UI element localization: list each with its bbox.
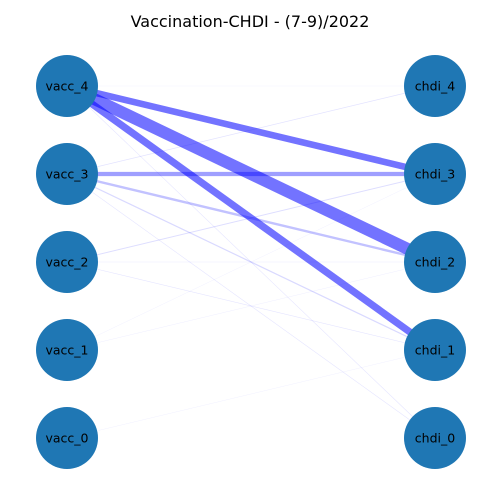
node-label-vacc_3: vacc_3 (45, 167, 88, 182)
node-chdi_1: chdi_1 (404, 319, 466, 381)
node-vacc_0: vacc_0 (36, 407, 98, 469)
node-label-vacc_0: vacc_0 (45, 431, 88, 446)
edges-layer (67, 86, 435, 438)
node-label-chdi_0: chdi_0 (415, 431, 455, 446)
node-vacc_1: vacc_1 (36, 319, 98, 381)
node-chdi_0: chdi_0 (404, 407, 466, 469)
node-vacc_3: vacc_3 (36, 143, 98, 205)
edge-vacc_0-chdi_1 (67, 350, 435, 438)
node-chdi_2: chdi_2 (404, 231, 466, 293)
node-vacc_2: vacc_2 (36, 231, 98, 293)
node-label-vacc_4: vacc_4 (45, 79, 88, 94)
node-chdi_4: chdi_4 (404, 55, 466, 117)
node-label-vacc_1: vacc_1 (45, 343, 88, 358)
node-label-chdi_2: chdi_2 (415, 255, 455, 270)
node-vacc_4: vacc_4 (36, 55, 98, 117)
node-chdi_3: chdi_3 (404, 143, 466, 205)
node-label-chdi_1: chdi_1 (415, 343, 455, 358)
node-label-vacc_2: vacc_2 (45, 255, 88, 270)
node-label-chdi_3: chdi_3 (415, 167, 455, 182)
node-label-chdi_4: chdi_4 (415, 79, 455, 94)
